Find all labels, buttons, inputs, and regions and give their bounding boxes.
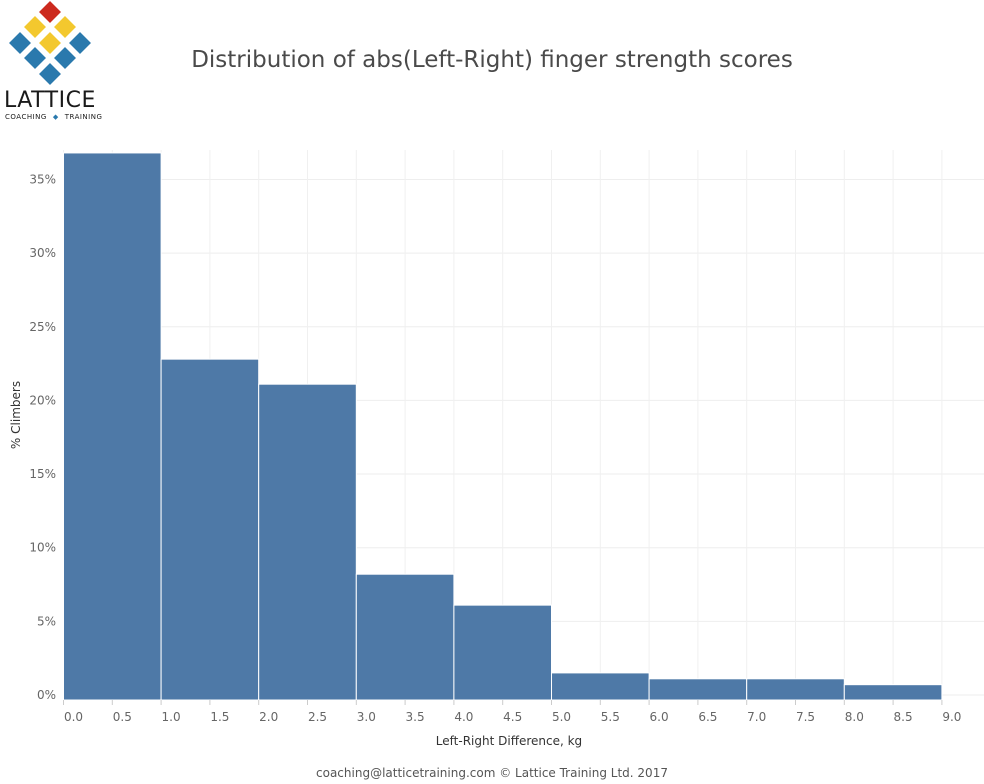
y-tick-label: 30% <box>29 246 56 260</box>
logo-diamond-blue-2 <box>67 30 93 56</box>
histogram-bar <box>551 672 650 701</box>
logo-diamond-red <box>37 0 63 25</box>
y-tick-label: 20% <box>29 393 56 407</box>
x-tick-label: 2.5 <box>308 710 327 724</box>
x-tick-layer: 0.0 0.5 1.0 1.5 2.0 2.5 3.0 3.5 4.0 4.5 5.0 5.5 6.0 6… <box>63 700 961 724</box>
x-tick-label: 6.5 <box>698 710 717 724</box>
bar-layer <box>63 152 943 701</box>
x-tick-label: 9.0 <box>942 710 961 724</box>
x-tick-label: 5.0 <box>552 710 571 724</box>
lattice-logo: LATTICE COACHING ◆ TRAINING <box>0 0 110 125</box>
lattice-logo-icon <box>7 0 93 87</box>
logo-diamond-yellow-right <box>52 14 78 40</box>
x-tick-label: 8.0 <box>845 710 864 724</box>
y-tick-label: 35% <box>29 172 56 186</box>
x-tick-label: 4.0 <box>454 710 473 724</box>
histogram-bar <box>453 604 552 701</box>
logo-tagline-dot: ◆ <box>52 113 59 121</box>
x-tick-label: 2.0 <box>259 710 278 724</box>
y-tick-label: 0% <box>37 688 56 702</box>
logo-diamond-blue-3 <box>22 45 48 71</box>
x-tick-label: 8.5 <box>894 710 913 724</box>
histogram-bar <box>648 678 748 701</box>
x-tick-label: 3.0 <box>357 710 376 724</box>
histogram-bar <box>160 358 260 701</box>
x-tick-label: 7.0 <box>747 710 766 724</box>
x-axis-label: Left-Right Difference, kg <box>436 734 582 748</box>
histogram-bar <box>63 152 162 701</box>
logo-tagline: COACHING ◆ TRAINING <box>5 113 102 121</box>
y-tick-layer: 0% 5% 10% 15% 20% 25% 30% 35% <box>29 172 56 702</box>
logo-wordmark: LATTICE <box>4 88 96 113</box>
y-tick-label: 10% <box>29 541 56 555</box>
histogram-bar <box>843 684 943 701</box>
histogram-bar <box>355 573 455 701</box>
logo-diamond-blue-1 <box>7 30 33 56</box>
y-axis-label: % Climbers <box>9 381 23 449</box>
footer-copyright: coaching@latticetraining.com © Lattice T… <box>316 766 668 780</box>
histogram-bar <box>258 383 357 701</box>
logo-diamond-blue-4 <box>52 45 78 71</box>
x-tick-label: 1.5 <box>210 710 229 724</box>
x-tick-label: 7.5 <box>796 710 815 724</box>
logo-diamond-yellow-center <box>37 30 63 56</box>
logo-diamond-blue-5 <box>37 61 63 87</box>
y-tick-label: 5% <box>37 614 56 628</box>
x-tick-label: 4.5 <box>503 710 522 724</box>
x-tick-label: 3.5 <box>406 710 425 724</box>
x-tick-label: 0.0 <box>64 710 83 724</box>
x-tick-label: 5.5 <box>601 710 620 724</box>
y-tick-label: 25% <box>29 320 56 334</box>
logo-diamond-yellow-left <box>22 14 48 40</box>
x-tick-label: 1.0 <box>162 710 181 724</box>
histogram-bar <box>746 678 845 701</box>
logo-tagline-left: COACHING <box>5 113 47 121</box>
chart-title: Distribution of abs(Left-Right) finger s… <box>191 47 793 73</box>
x-tick-label: 0.5 <box>113 710 132 724</box>
y-tick-label: 15% <box>29 467 56 481</box>
logo-tagline-right: TRAINING <box>64 113 103 121</box>
x-tick-label: 6.0 <box>650 710 669 724</box>
